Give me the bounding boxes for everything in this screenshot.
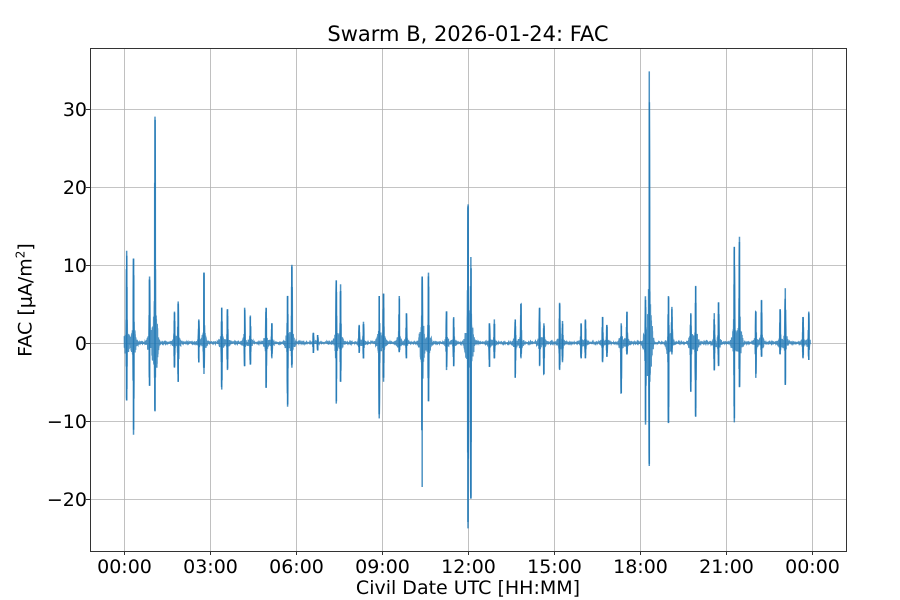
y-tick-label: 20 — [62, 176, 87, 199]
x-tick-label: 09:00 — [355, 556, 410, 578]
tick-marks — [86, 109, 813, 555]
x-tick-label: 15:00 — [527, 556, 582, 578]
fac-series-line — [123, 71, 811, 529]
x-tick-label: 03:00 — [183, 556, 238, 578]
y-axis-label: FAC [μA/m2] — [13, 243, 37, 357]
x-tick-label: 12:00 — [441, 556, 496, 578]
y-tick-label: 10 — [62, 254, 87, 277]
x-tick-label: 18:00 — [613, 556, 668, 578]
x-axis-label: Civil Date UTC [HH:MM] — [355, 577, 581, 599]
y-tick-label: −10 — [46, 410, 87, 433]
x-tick-label: 00:00 — [785, 556, 840, 578]
x-tick-label: 21:00 — [699, 556, 754, 578]
x-tick-label: 06:00 — [269, 556, 324, 578]
y-tick-label: 0 — [74, 332, 87, 355]
y-tick-label: −20 — [46, 488, 87, 511]
y-tick-label: 30 — [62, 98, 87, 121]
x-tick-label: 00:00 — [97, 556, 152, 578]
chart-title: Swarm B, 2026-01-24: FAC — [327, 22, 609, 46]
